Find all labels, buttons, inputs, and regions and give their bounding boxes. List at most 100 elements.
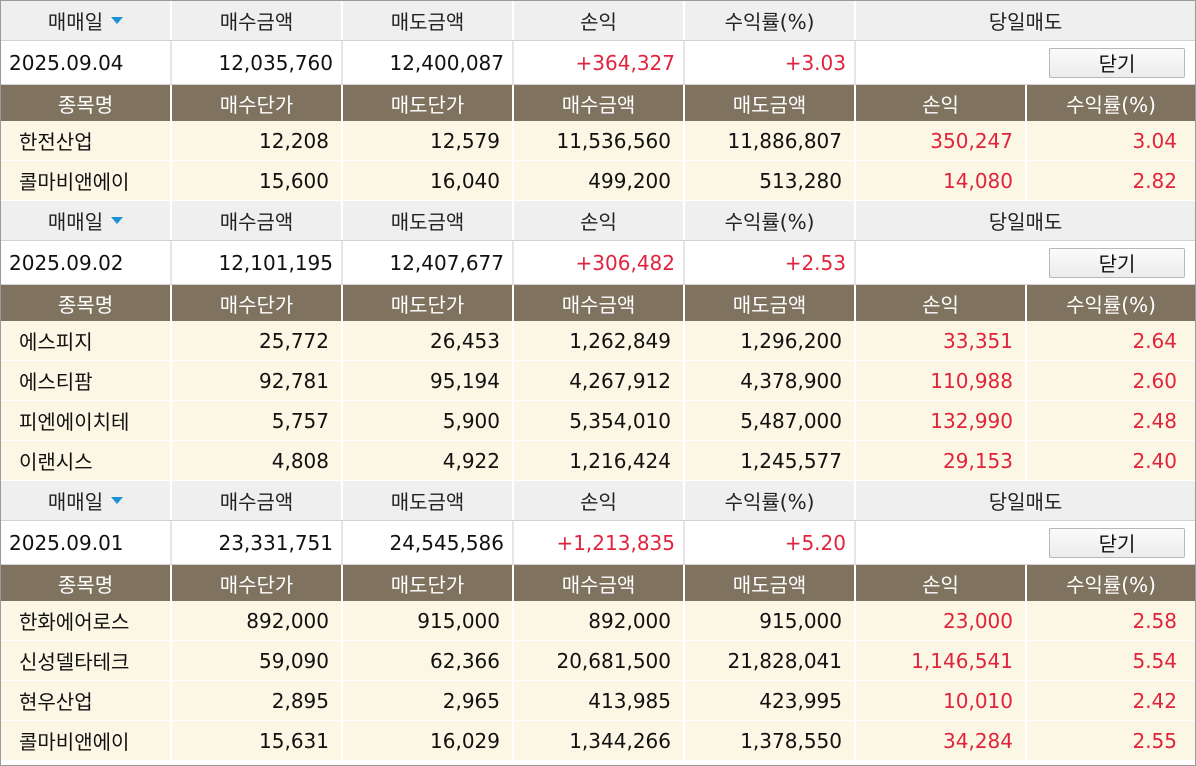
buy-price-cell: 5,757 [172, 401, 343, 440]
buy-price-cell: 12,208 [172, 121, 343, 160]
trade-date-header[interactable]: 매매일 [1, 1, 172, 40]
sell-amount-cell: 5,487,000 [685, 401, 856, 440]
buy-amount-value: 12,035,760 [172, 41, 343, 84]
table-row[interactable]: 콜마비앤에이 15,600 16,040 499,200 513,280 14,080 2.… [1, 161, 1195, 201]
return-rate-header: 수익률(%) [685, 481, 856, 520]
trade-date-value: 2025.09.01 [1, 521, 172, 564]
profit-cell: 132,990 [856, 401, 1027, 440]
same-day-sell-header: 당일매도 [988, 490, 1063, 514]
buy-price-header: 매수단가 [172, 565, 343, 601]
sell-amount-cell: 1,245,577 [685, 441, 856, 480]
sort-desc-icon [111, 17, 124, 24]
return-rate-cell: 3.04 [1132, 128, 1177, 153]
stock-name-cell: 에스티팜 [1, 361, 172, 400]
return-rate-cell: 2.48 [1132, 408, 1177, 433]
detail-buy-amount-header: 매수금액 [514, 565, 685, 601]
profit-value: +306,482 [514, 241, 685, 284]
detail-header-row: 종목명 매수단가 매도단가 매수금액 매도금액 손익 수익률(%) [1, 85, 1195, 121]
sell-price-cell: 16,029 [343, 721, 514, 760]
profit-header: 손익 [514, 201, 685, 240]
sell-price-header: 매도단가 [343, 85, 514, 121]
profit-cell: 350,247 [856, 121, 1027, 160]
profit-cell: 14,080 [856, 161, 1027, 200]
buy-amount-cell: 499,200 [514, 161, 685, 200]
same-day-sell-header: 당일매도 [988, 210, 1063, 234]
table-row[interactable]: 에스티팜 92,781 95,194 4,267,912 4,378,900 110,98… [1, 361, 1195, 401]
return-rate-cell: 2.82 [1132, 168, 1177, 193]
sell-amount-header: 매도금액 [343, 201, 514, 240]
sell-amount-cell: 11,886,807 [685, 121, 856, 160]
stock-name-cell: 신성델타테크 [1, 641, 172, 680]
return-rate-cell: 2.55 [1132, 728, 1177, 753]
sell-price-cell: 5,900 [343, 401, 514, 440]
stock-name-cell: 콜마비앤에이 [1, 721, 172, 760]
detail-profit-header: 손익 [856, 565, 1027, 601]
return-rate-cell: 5.54 [1132, 648, 1177, 673]
profit-cell: 34,284 [856, 721, 1027, 760]
buy-price-cell: 92,781 [172, 361, 343, 400]
table-row[interactable]: 한화에어로스 892,000 915,000 892,000 915,000 23,000… [1, 601, 1195, 641]
sell-amount-header: 매도금액 [343, 481, 514, 520]
detail-header-row: 종목명 매수단가 매도단가 매수금액 매도금액 손익 수익률(%) [1, 565, 1195, 601]
table-row[interactable]: 한전산업 12,208 12,579 11,536,560 11,886,807 350,… [1, 121, 1195, 161]
return-rate-cell: 2.60 [1132, 368, 1177, 393]
trade-day-group: 매매일 매수금액 매도금액 손익 수익률(%) 당일매도 2025.09.01 23,331,… [1, 481, 1195, 761]
stock-name-header: 종목명 [1, 565, 172, 601]
close-button[interactable]: 닫기 [1049, 527, 1185, 558]
buy-amount-header: 매수금액 [172, 201, 343, 240]
trade-date-header-label: 매매일 [47, 10, 104, 34]
table-row[interactable]: 현우산업 2,895 2,965 413,985 423,995 10,010 2.42 [1, 681, 1195, 721]
buy-amount-cell: 4,267,912 [514, 361, 685, 400]
table-row[interactable]: 신성델타테크 59,090 62,366 20,681,500 21,828,041 1,… [1, 641, 1195, 681]
same-day-sell-cell: 닫기 [856, 41, 1195, 84]
buy-amount-cell: 20,681,500 [514, 641, 685, 680]
sell-amount-cell: 1,378,550 [685, 721, 856, 760]
profit-value: +364,327 [514, 41, 685, 84]
sort-desc-icon [111, 497, 124, 504]
return-rate-value: +2.53 [685, 241, 856, 284]
same-day-sell-cell: 닫기 [856, 521, 1195, 564]
buy-amount-value: 12,101,195 [172, 241, 343, 284]
profit-value: +1,213,835 [514, 521, 685, 564]
sell-amount-header: 매도금액 [343, 1, 514, 40]
close-button[interactable]: 닫기 [1049, 47, 1185, 78]
table-row[interactable]: 이랜시스 4,808 4,922 1,216,424 1,245,577 29,153 2.… [1, 441, 1195, 481]
sell-amount-cell: 4,378,900 [685, 361, 856, 400]
sell-price-cell: 12,579 [343, 121, 514, 160]
buy-amount-cell: 5,354,010 [514, 401, 685, 440]
stock-name-cell: 한화에어로스 [1, 601, 172, 640]
table-row[interactable]: 콜마비앤에이 15,631 16,029 1,344,266 1,378,550 34,2… [1, 721, 1195, 761]
trade-date-value: 2025.09.02 [1, 241, 172, 284]
trade-day-group: 매매일 매수금액 매도금액 손익 수익률(%) 당일매도 2025.09.02 12,101,… [1, 201, 1195, 481]
buy-price-cell: 2,895 [172, 681, 343, 720]
sell-price-cell: 62,366 [343, 641, 514, 680]
detail-return-rate-header: 수익률(%) [1066, 572, 1156, 597]
buy-price-cell: 15,631 [172, 721, 343, 760]
trade-date-header[interactable]: 매매일 [1, 481, 172, 520]
sell-price-cell: 16,040 [343, 161, 514, 200]
buy-price-cell: 4,808 [172, 441, 343, 480]
buy-amount-cell: 1,344,266 [514, 721, 685, 760]
buy-price-header: 매수단가 [172, 85, 343, 121]
sell-amount-cell: 1,296,200 [685, 321, 856, 360]
summary-header-row: 매매일 매수금액 매도금액 손익 수익률(%) 당일매도 [1, 201, 1195, 241]
summary-values-row: 2025.09.04 12,035,760 12,400,087 +364,327 +3… [1, 41, 1195, 85]
profit-cell: 1,146,541 [856, 641, 1027, 680]
detail-buy-amount-header: 매수금액 [514, 285, 685, 321]
profit-cell: 110,988 [856, 361, 1027, 400]
sell-price-cell: 915,000 [343, 601, 514, 640]
stock-name-cell: 현우산업 [1, 681, 172, 720]
sell-amount-cell: 915,000 [685, 601, 856, 640]
trade-date-header[interactable]: 매매일 [1, 201, 172, 240]
buy-amount-header: 매수금액 [172, 481, 343, 520]
sell-amount-cell: 513,280 [685, 161, 856, 200]
close-button[interactable]: 닫기 [1049, 247, 1185, 278]
table-row[interactable]: 피엔에이치테 5,757 5,900 5,354,010 5,487,000 132,99… [1, 401, 1195, 441]
buy-amount-cell: 11,536,560 [514, 121, 685, 160]
buy-amount-cell: 892,000 [514, 601, 685, 640]
table-row[interactable]: 에스피지 25,772 26,453 1,262,849 1,296,200 33,351… [1, 321, 1195, 361]
profit-cell: 33,351 [856, 321, 1027, 360]
return-rate-header: 수익률(%) [685, 1, 856, 40]
profit-cell: 29,153 [856, 441, 1027, 480]
stock-name-cell: 이랜시스 [1, 441, 172, 480]
